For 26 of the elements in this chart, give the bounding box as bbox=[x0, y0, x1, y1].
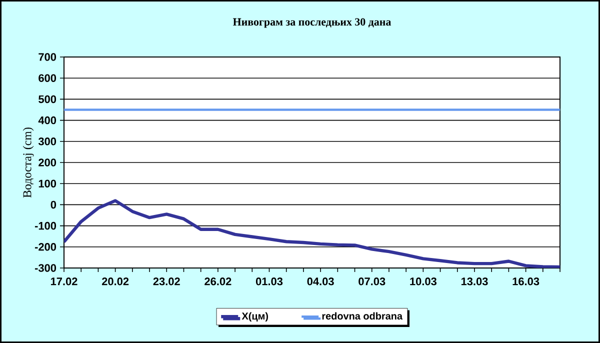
y-tick-label: 700 bbox=[38, 53, 56, 61]
x-tick-label: 01.03 bbox=[256, 278, 283, 286]
y-tick-label: 500 bbox=[38, 95, 56, 104]
y-tick-label: -100 bbox=[34, 222, 56, 230]
line-series bbox=[64, 199, 560, 268]
x-tick-label: 23.02 bbox=[153, 278, 180, 286]
y-tick-label: -200 bbox=[34, 243, 56, 251]
y-tick-label: 100 bbox=[38, 180, 56, 188]
y-tick-label: 600 bbox=[38, 74, 56, 82]
chart-title: Нивограм за последњих 30 дана bbox=[232, 18, 392, 28]
y-tick-label: 400 bbox=[38, 116, 56, 124]
y-tick-label: 200 bbox=[38, 158, 56, 166]
y-tick-label: -300 bbox=[34, 264, 56, 272]
x-tick-label: 17.02 bbox=[50, 278, 78, 286]
x-tick-label: 26.02 bbox=[204, 278, 232, 286]
x-tick-label: 20.02 bbox=[102, 278, 129, 286]
y-axis-title: Водостај (cm) bbox=[22, 128, 34, 198]
x-tick-label: 04.03 bbox=[307, 278, 334, 286]
x-tick-label: 07.03 bbox=[358, 278, 386, 286]
legend-label: X(цм) bbox=[242, 312, 268, 322]
x-tick-label: 13.03 bbox=[461, 278, 488, 286]
x-tick-label: 16.03 bbox=[512, 278, 540, 286]
y-tick-label: 0 bbox=[50, 200, 56, 209]
y-tick-label: 300 bbox=[38, 138, 56, 146]
legend-label: redovna odbrana bbox=[322, 312, 403, 320]
x-tick-label: 10.03 bbox=[410, 278, 436, 286]
